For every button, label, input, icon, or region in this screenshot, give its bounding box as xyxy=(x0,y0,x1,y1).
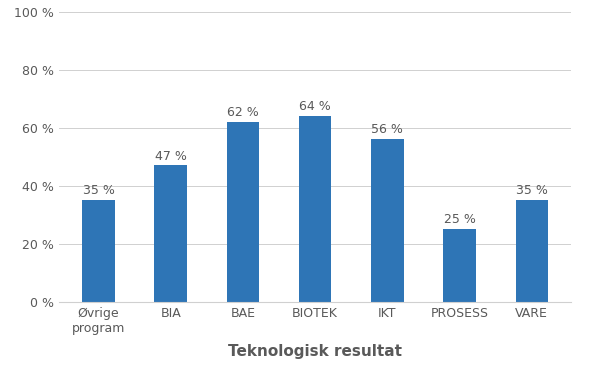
X-axis label: Teknologisk resultat: Teknologisk resultat xyxy=(228,344,402,359)
Bar xyxy=(154,166,187,302)
Bar xyxy=(299,116,332,302)
Bar xyxy=(515,200,548,302)
Text: 62 %: 62 % xyxy=(227,106,259,119)
Bar xyxy=(227,122,259,302)
Text: 35 %: 35 % xyxy=(516,184,548,197)
Text: 47 %: 47 % xyxy=(155,149,187,163)
Bar xyxy=(444,229,476,302)
Bar xyxy=(82,200,115,302)
Text: 25 %: 25 % xyxy=(444,213,475,226)
Bar xyxy=(371,139,403,302)
Text: 64 %: 64 % xyxy=(299,100,331,113)
Text: 56 %: 56 % xyxy=(372,123,403,137)
Text: 35 %: 35 % xyxy=(82,184,114,197)
